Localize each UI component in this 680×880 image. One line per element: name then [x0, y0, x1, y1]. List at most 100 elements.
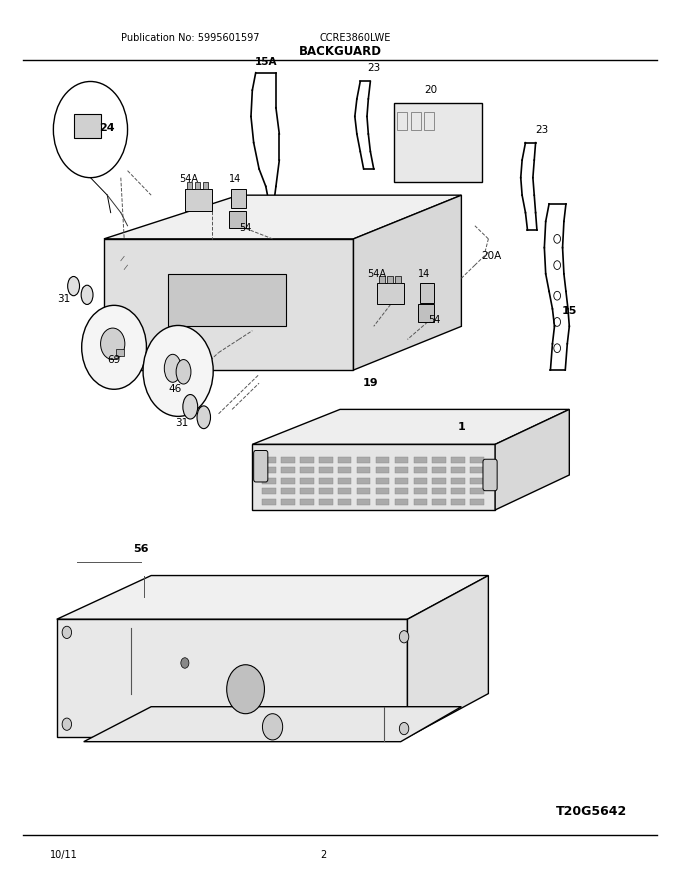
Bar	[413, 499, 427, 505]
Bar	[357, 478, 371, 484]
Bar	[470, 478, 483, 484]
Bar	[319, 488, 333, 495]
Bar	[262, 467, 276, 473]
Text: 54A: 54A	[368, 269, 387, 279]
Circle shape	[62, 718, 71, 730]
FancyBboxPatch shape	[73, 114, 101, 138]
Bar	[195, 182, 201, 189]
Bar	[377, 282, 404, 304]
Text: 14: 14	[418, 269, 430, 279]
Bar	[228, 211, 245, 229]
Text: 31: 31	[57, 294, 70, 304]
Bar	[282, 467, 295, 473]
Bar	[203, 182, 209, 189]
Ellipse shape	[67, 276, 80, 296]
Text: 54: 54	[239, 224, 252, 233]
Polygon shape	[104, 195, 462, 238]
Bar	[300, 457, 313, 463]
Text: 1: 1	[458, 422, 465, 432]
Text: 24: 24	[99, 123, 115, 133]
Circle shape	[181, 657, 189, 668]
Bar	[432, 478, 446, 484]
Circle shape	[226, 664, 265, 714]
Text: CCRE3860LWE: CCRE3860LWE	[320, 33, 391, 43]
Text: 15A: 15A	[254, 57, 277, 67]
Bar	[470, 499, 483, 505]
Bar	[338, 499, 352, 505]
Bar	[413, 488, 427, 495]
Circle shape	[101, 328, 125, 360]
Bar	[319, 467, 333, 473]
Bar	[376, 457, 389, 463]
Bar	[470, 467, 483, 473]
Bar	[418, 304, 435, 322]
Bar	[319, 499, 333, 505]
Bar	[394, 478, 408, 484]
Circle shape	[262, 714, 283, 740]
Bar	[300, 488, 313, 495]
Bar	[395, 275, 401, 282]
Text: 23: 23	[536, 125, 549, 135]
Bar	[432, 499, 446, 505]
Bar	[420, 283, 435, 303]
Bar	[394, 467, 408, 473]
Bar	[452, 478, 464, 484]
Ellipse shape	[183, 394, 198, 419]
Circle shape	[82, 305, 146, 389]
Bar	[185, 189, 212, 211]
Bar	[452, 457, 464, 463]
Text: 15: 15	[562, 305, 577, 316]
Bar	[262, 499, 276, 505]
Bar	[338, 478, 352, 484]
Ellipse shape	[176, 360, 191, 384]
Bar	[357, 488, 371, 495]
Text: Publication No: 5995601597: Publication No: 5995601597	[121, 33, 259, 43]
Text: 2: 2	[320, 850, 326, 861]
Polygon shape	[104, 238, 354, 370]
Polygon shape	[168, 274, 286, 326]
Bar	[394, 488, 408, 495]
Bar	[432, 467, 446, 473]
Bar	[338, 467, 352, 473]
Bar	[282, 478, 295, 484]
Text: 20: 20	[424, 85, 438, 95]
Bar	[413, 478, 427, 484]
Bar	[452, 488, 464, 495]
Text: 56: 56	[133, 545, 149, 554]
Text: 14: 14	[229, 174, 241, 185]
Bar	[394, 457, 408, 463]
Bar	[413, 467, 427, 473]
Polygon shape	[495, 409, 569, 510]
Ellipse shape	[81, 285, 93, 304]
Circle shape	[62, 627, 71, 639]
Bar	[319, 457, 333, 463]
Text: BACKGUARD: BACKGUARD	[299, 45, 381, 58]
Bar	[282, 457, 295, 463]
Bar	[432, 457, 446, 463]
Bar	[357, 499, 371, 505]
FancyBboxPatch shape	[254, 451, 268, 482]
Bar	[187, 182, 192, 189]
Bar	[116, 349, 124, 356]
Bar	[452, 499, 464, 505]
Polygon shape	[56, 576, 488, 620]
Bar	[300, 478, 313, 484]
Bar	[357, 467, 371, 473]
Bar	[376, 467, 389, 473]
Bar	[397, 112, 407, 129]
Text: 23: 23	[367, 63, 380, 73]
Bar	[282, 499, 295, 505]
Text: 69: 69	[107, 356, 120, 365]
Text: 19: 19	[362, 378, 378, 388]
Bar	[262, 488, 276, 495]
Circle shape	[143, 326, 214, 416]
Bar	[262, 457, 276, 463]
Bar	[424, 112, 435, 129]
Polygon shape	[252, 444, 495, 510]
Bar	[300, 467, 313, 473]
Text: 20A: 20A	[481, 252, 502, 261]
Bar	[338, 457, 352, 463]
Bar	[262, 478, 276, 484]
Polygon shape	[56, 620, 407, 737]
Text: 31: 31	[175, 417, 188, 428]
